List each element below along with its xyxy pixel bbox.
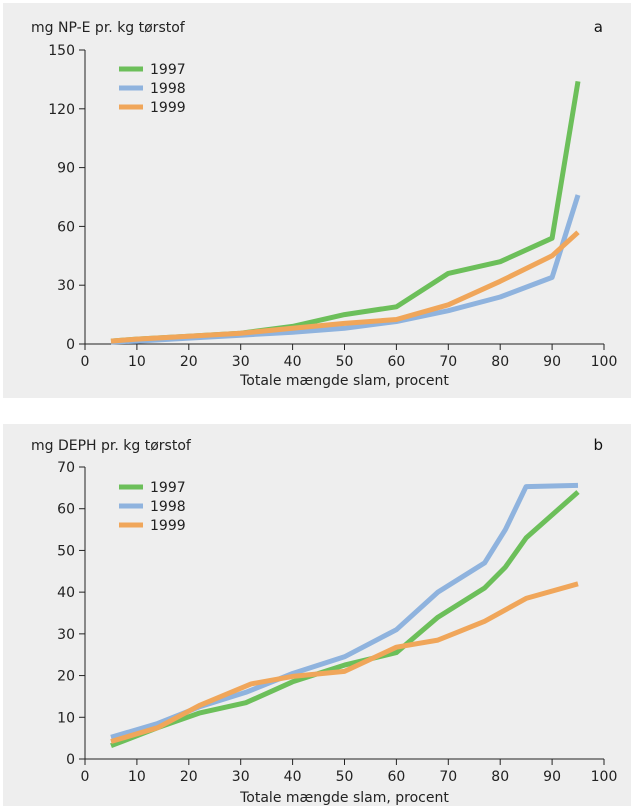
chart-a-y-tick-label: 60: [57, 219, 75, 235]
chart-a-y-tick-label: 150: [48, 43, 75, 59]
chart-b-y-tick-label: 10: [57, 710, 75, 726]
chart-b-x-tick-label: 50: [336, 769, 354, 785]
chart-a-x-tick-label: 90: [543, 354, 561, 370]
chart-b-x-tick-label: 20: [180, 769, 198, 785]
chart-panel-a: mg NP-E pr. kg tørstof a 0 30 60 90 120 150 0 10 2…: [3, 3, 631, 398]
chart-b-ylabel: mg DEPH pr. kg tørstof: [31, 438, 192, 454]
chart-a-x-tick-label: 20: [180, 354, 198, 370]
chart-a-y-tick-label: 0: [66, 337, 75, 353]
chart-b-series-1999-line: [110, 581, 579, 744]
chart-a-x-tick-label: 50: [336, 354, 354, 370]
chart-a-x-tick-label: 40: [284, 354, 302, 370]
chart-b-legend-label-1997: 1997: [150, 480, 186, 496]
chart-b-y-tick-label: 20: [57, 669, 75, 685]
chart-a-series-1997-line: [110, 80, 581, 344]
chart-b-legend-label-1998: 1998: [150, 499, 186, 515]
chart-b-y-tick-label: 70: [57, 460, 75, 476]
chart-a-series-1999-line: [110, 230, 580, 344]
chart-b-legend-label-1999: 1999: [150, 518, 186, 534]
chart-a-x-tick-label: 80: [491, 354, 509, 370]
chart-a-legend-label-1997: 1997: [150, 62, 186, 78]
chart-a-x-tick-label: 0: [81, 354, 90, 370]
chart-a-panel-letter: a: [594, 18, 603, 36]
chart-b-x-tick-label: 80: [491, 769, 509, 785]
chart-a-x-tick-label: 100: [591, 354, 618, 370]
chart-a-legend-label-1999: 1999: [150, 100, 186, 116]
chart-b-panel-letter: b: [593, 436, 603, 454]
chart-b-y-tick-label: 0: [66, 752, 75, 768]
chart-a-x-tick-label: 70: [439, 354, 457, 370]
chart-b-x-tick-label: 40: [284, 769, 302, 785]
chart-a-legend-label-1998: 1998: [150, 81, 186, 97]
chart-b-x-tick-label: 100: [591, 769, 618, 785]
chart-a-y-tick-label: 90: [57, 161, 75, 177]
chart-b-xlabel: Totale mængde slam, procent: [239, 790, 449, 806]
chart-b-x-tick-label: 70: [439, 769, 457, 785]
chart-a-y-tick-label: 30: [57, 278, 75, 294]
chart-a-y-tick-label: 120: [48, 102, 75, 118]
chart-b-svg: mg DEPH pr. kg tørstof b 0 10 20 30 40 50 60 70 0 1…: [31, 436, 618, 806]
chart-b-y-tick-label: 50: [57, 543, 75, 559]
chart-a-ylabel: mg NP-E pr. kg tørstof: [31, 20, 186, 36]
chart-a-x-tick-label: 10: [128, 354, 146, 370]
chart-panel-b: mg DEPH pr. kg tørstof b 0 10 20 30 40 50 60 70 0 1…: [3, 424, 631, 806]
chart-a-x-tick-label: 30: [232, 354, 250, 370]
chart-b-x-tick-label: 30: [232, 769, 250, 785]
chart-b-x-tick-label: 60: [387, 769, 405, 785]
chart-b-y-tick-label: 40: [57, 585, 75, 601]
chart-a-x-tick-label: 60: [387, 354, 405, 370]
chart-a-svg: mg NP-E pr. kg tørstof a 0 30 60 90 120 150 0 10 2…: [31, 18, 618, 389]
chart-b-x-tick-label: 0: [81, 769, 90, 785]
chart-b-y-tick-label: 30: [57, 627, 75, 643]
chart-b-x-tick-label: 10: [128, 769, 146, 785]
chart-b-x-tick-label: 90: [543, 769, 561, 785]
chart-b-y-tick-label: 60: [57, 502, 75, 518]
chart-a-series-1998-line: [110, 194, 581, 345]
chart-a-xlabel: Totale mængde slam, procent: [239, 373, 449, 389]
